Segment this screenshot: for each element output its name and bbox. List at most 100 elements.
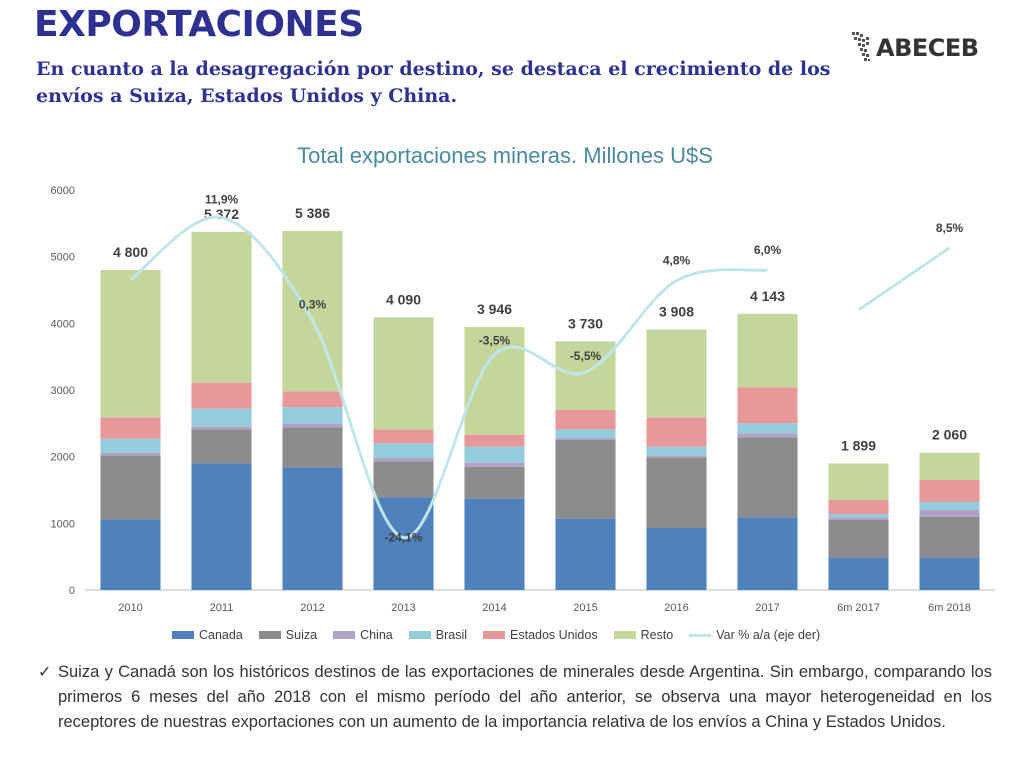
legend-item: Estados Unidos <box>483 628 598 642</box>
bar-segment-estados-unidos <box>919 480 980 502</box>
summary-text: Suiza y Canadá son los históricos destin… <box>58 663 992 731</box>
chart-title: Total exportaciones mineras. Millones U$… <box>297 143 713 168</box>
x-tick-label: 6m 2017 <box>837 602 880 614</box>
bar-segment-china <box>737 433 798 438</box>
legend-label: Var % a/a (eje der) <box>716 628 821 642</box>
bar-segment-resto <box>646 329 707 418</box>
bar-segment-suiza <box>737 437 798 518</box>
bar-segment-resto <box>373 317 434 430</box>
legend-swatch <box>408 631 431 639</box>
legend-item: China <box>333 628 393 642</box>
bar-segment-brasil <box>737 423 798 434</box>
x-tick-label: 2013 <box>391 602 415 614</box>
bar-segment-resto <box>191 231 252 383</box>
variation-label: 11,9% <box>205 193 239 207</box>
bar-segment-suiza <box>828 520 889 558</box>
bar-segment-china <box>191 426 252 430</box>
variation-label: 8,5% <box>936 221 964 235</box>
legend-swatch <box>483 631 506 639</box>
bar-segment-brasil <box>282 407 343 424</box>
bar-segment-brasil <box>373 443 434 458</box>
bar-segment-china <box>646 455 707 458</box>
bar-segment-estados-unidos <box>646 417 707 447</box>
bar-segment-resto <box>828 463 889 500</box>
bar-total-label: 3 730 <box>568 315 603 331</box>
bar-segment-estados-unidos <box>737 387 798 424</box>
bar-total-label: 4 143 <box>750 288 785 304</box>
chart-legend: Canada Suiza China Brasil Estados Unidos Rest… <box>172 628 820 642</box>
y-tick-label: 0 <box>69 585 75 597</box>
bar-total-label: 1 899 <box>841 437 876 453</box>
legend-item: Canada <box>172 628 243 642</box>
legend-swatch <box>613 631 636 639</box>
bar-segment-canada <box>464 498 525 590</box>
variation-line <box>857 246 951 312</box>
bar-segment-estados-unidos <box>555 410 616 430</box>
bar-segment-canada <box>828 558 889 590</box>
bar-segment-estados-unidos <box>464 434 525 447</box>
bar-segment-canada <box>282 467 343 590</box>
x-tick-label: 2017 <box>755 602 779 614</box>
bar-total-label: 4 090 <box>386 291 421 307</box>
bar-segment-canada <box>646 528 707 590</box>
x-tick-label: 2011 <box>210 602 234 614</box>
bar-segment-suiza <box>282 427 343 468</box>
bar-segment-suiza <box>646 457 707 528</box>
bar-segment-brasil <box>191 408 252 427</box>
bar-segment-canada <box>555 518 616 590</box>
bar-total-label: 3 908 <box>659 303 694 319</box>
variation-label: 0,3% <box>299 298 327 312</box>
bar-segment-china <box>464 462 525 467</box>
x-tick-label: 2014 <box>482 602 506 614</box>
bar-segment-brasil <box>100 438 161 453</box>
bar-segment-china <box>282 424 343 428</box>
bar-segment-canada <box>737 517 798 590</box>
legend-item: Var % a/a (eje der) <box>689 628 820 642</box>
bar-segment-suiza <box>919 516 980 558</box>
page-title: EXPORTACIONES <box>34 4 364 45</box>
bar-segment-resto <box>464 326 525 435</box>
legend-swatch <box>258 631 281 639</box>
bar-total-label: 5 372 <box>204 206 239 222</box>
y-tick-label: 5000 <box>51 252 75 264</box>
bar-segment-brasil <box>464 446 525 463</box>
bar-segment-estados-unidos <box>373 429 434 444</box>
bar-segment-canada <box>100 519 161 590</box>
bar-segment-estados-unidos <box>828 500 889 514</box>
stacked-bar-chart: 0 1000 2000 3000 4000 5000 6000 2010 4 800 2011 5 … <box>51 185 995 614</box>
legend-swatch <box>689 633 712 637</box>
bar-segment-resto <box>919 452 980 480</box>
legend-item: Resto <box>613 628 674 642</box>
legend-item: Suiza <box>258 628 317 642</box>
logo-text: ABECEB <box>876 34 979 62</box>
legend-label: China <box>360 628 393 642</box>
variation-label: 4,8% <box>663 254 691 268</box>
bar-segment-estados-unidos <box>191 382 252 409</box>
bar-segment-brasil <box>828 514 889 518</box>
bar-segment-china <box>919 510 980 517</box>
bar-segment-resto <box>555 341 616 410</box>
legend-swatch <box>172 631 194 639</box>
x-tick-label: 6m 2018 <box>928 602 971 614</box>
bar-segment-china <box>373 458 434 462</box>
variation-label: -5,5% <box>570 349 602 363</box>
check-icon: ✓ <box>38 664 52 681</box>
bar-segment-china <box>555 438 616 440</box>
y-tick-label: 4000 <box>51 318 75 330</box>
abeceb-logo: ABECEB <box>850 30 990 70</box>
legend-item: Brasil <box>408 628 468 642</box>
variation-line <box>129 215 768 540</box>
variation-label: 6,0% <box>754 243 782 257</box>
legend-label: Brasil <box>435 628 468 642</box>
bar-segment-suiza <box>191 429 252 464</box>
map-icon <box>852 32 870 61</box>
bar-total-label: 2 060 <box>932 427 967 443</box>
legend-label: Resto <box>640 628 674 642</box>
x-tick-label: 2016 <box>664 602 688 614</box>
page-subtitle: En cuanto a la desagregación por destino… <box>36 58 831 107</box>
bar-segment-canada <box>191 463 252 590</box>
bar-segment-china <box>100 452 161 456</box>
bar-segment-resto <box>100 270 161 418</box>
y-tick-label: 6000 <box>51 185 75 197</box>
x-tick-label: 2010 <box>118 602 142 614</box>
